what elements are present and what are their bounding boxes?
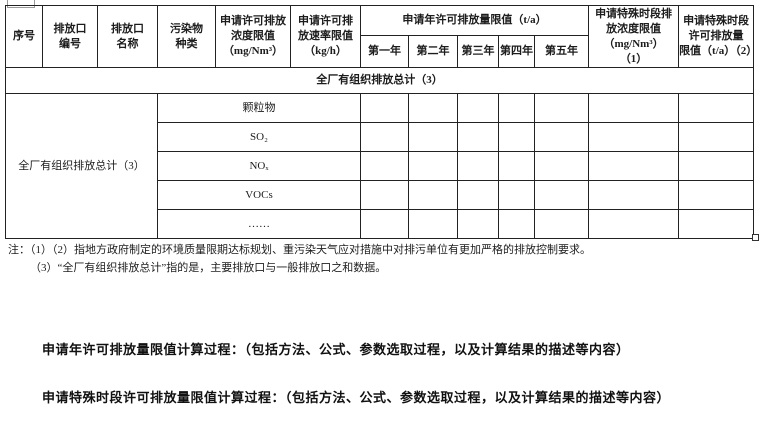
value-cell <box>408 151 458 182</box>
value-cell <box>457 151 499 182</box>
table-row: NOₓ <box>6 151 755 182</box>
col-header-rate-limit: 申请许可排 放速率限值 （kg/h） <box>290 4 361 69</box>
value-cell <box>360 209 409 240</box>
value-cell <box>408 209 458 240</box>
footnotes: 注：（1）（2）指地方政府制定的环境质量限期达标规划、重污染天气应对措施中对排污… <box>8 241 591 277</box>
col-header-special-conc-limit: 申请特殊时段排 放浓度限值 （mg/Nm³） （1） <box>588 4 680 69</box>
value-cell <box>533 209 590 240</box>
value-cell <box>498 180 535 211</box>
value-cell <box>533 93 590 124</box>
col-header-special-amount-limit: 申请特殊时段 许可排放量 限值（t/a）（2） <box>678 4 755 69</box>
value-cell <box>533 151 590 182</box>
col-header-year-2: 第二年 <box>408 35 458 69</box>
value-cell <box>457 93 499 124</box>
value-cell <box>588 93 680 124</box>
value-cell <box>588 151 680 182</box>
value-cell <box>408 180 458 211</box>
value-cell <box>588 180 680 211</box>
col-header-year-1: 第一年 <box>360 35 409 69</box>
footnote-1: 注：（1）（2）指地方政府制定的环境质量限期达标规划、重污染天气应对措施中对排污… <box>8 244 591 256</box>
value-cell <box>360 180 409 211</box>
value-cell <box>498 151 535 182</box>
annual-limit-calc-heading: 申请年许可排放量限值计算过程：（包括方法、公式、参数选取过程，以及计算结果的描述… <box>42 342 630 357</box>
value-cell <box>457 180 499 211</box>
value-cell <box>457 122 499 153</box>
table-resize-handle[interactable] <box>752 234 759 241</box>
table-row: …… <box>6 209 755 240</box>
table-row: VOCs <box>6 180 755 211</box>
value-cell <box>498 209 535 240</box>
value-cell <box>457 209 499 240</box>
section-row-plant-total: 全厂有组织排放总计（3） <box>4 67 755 95</box>
col-header-outlet-name: 排放口 名称 <box>97 4 158 69</box>
col-header-pollutant-type: 污染物 种类 <box>157 4 216 69</box>
col-header-annual-limit-group: 申请年许可排放量限值（t/a） <box>359 4 590 37</box>
value-cell <box>533 180 590 211</box>
value-cell <box>408 122 458 153</box>
special-period-calc-heading: 申请特殊时段许可排放量限值计算过程：（包括方法、公式、参数选取过程，以及计算结果… <box>42 390 671 405</box>
pollutant-cell: SO₂ <box>157 122 361 153</box>
table-row: 全厂有组织排放总计（3） 颗粒物 <box>5 93 755 240</box>
value-cell <box>408 93 458 124</box>
value-cell <box>678 93 755 124</box>
value-cell <box>678 209 755 240</box>
col-header-year-4: 第四年 <box>498 35 535 69</box>
value-cell <box>498 93 535 124</box>
col-header-conc-limit: 申请许可排放 浓度限值 （mg/Nm³） <box>215 4 291 69</box>
col-header-serial: 序号 <box>5 4 43 69</box>
col-header-outlet-no: 排放口 编号 <box>42 4 98 69</box>
value-cell <box>498 122 535 153</box>
value-cell <box>678 151 755 182</box>
footnote-2: （3）“全厂有组织排放总计”指的是，主要排放口与一般排放口之和数据。 <box>30 262 387 274</box>
value-cell <box>360 93 409 124</box>
emission-permit-table: 序号 排放口 编号 排放口 名称 污染物 种类 申请许可排放 浓度限值 （mg/… <box>4 4 755 240</box>
col-header-year-3: 第三年 <box>457 35 499 69</box>
value-cell <box>678 122 755 153</box>
value-cell <box>360 122 409 153</box>
value-cell <box>360 151 409 182</box>
col-header-year-5: 第五年 <box>533 35 590 69</box>
pollutant-cell: VOCs <box>157 180 361 211</box>
pollutant-cell: 颗粒物 <box>157 93 361 124</box>
pollutant-cell: NOₓ <box>157 151 361 182</box>
value-cell <box>533 122 590 153</box>
pollutant-cell: …… <box>157 209 361 240</box>
plant-total-label-cell: 全厂有组织排放总计（3） <box>5 93 158 240</box>
value-cell <box>678 180 755 211</box>
value-cell <box>588 122 680 153</box>
value-cell <box>588 209 680 240</box>
